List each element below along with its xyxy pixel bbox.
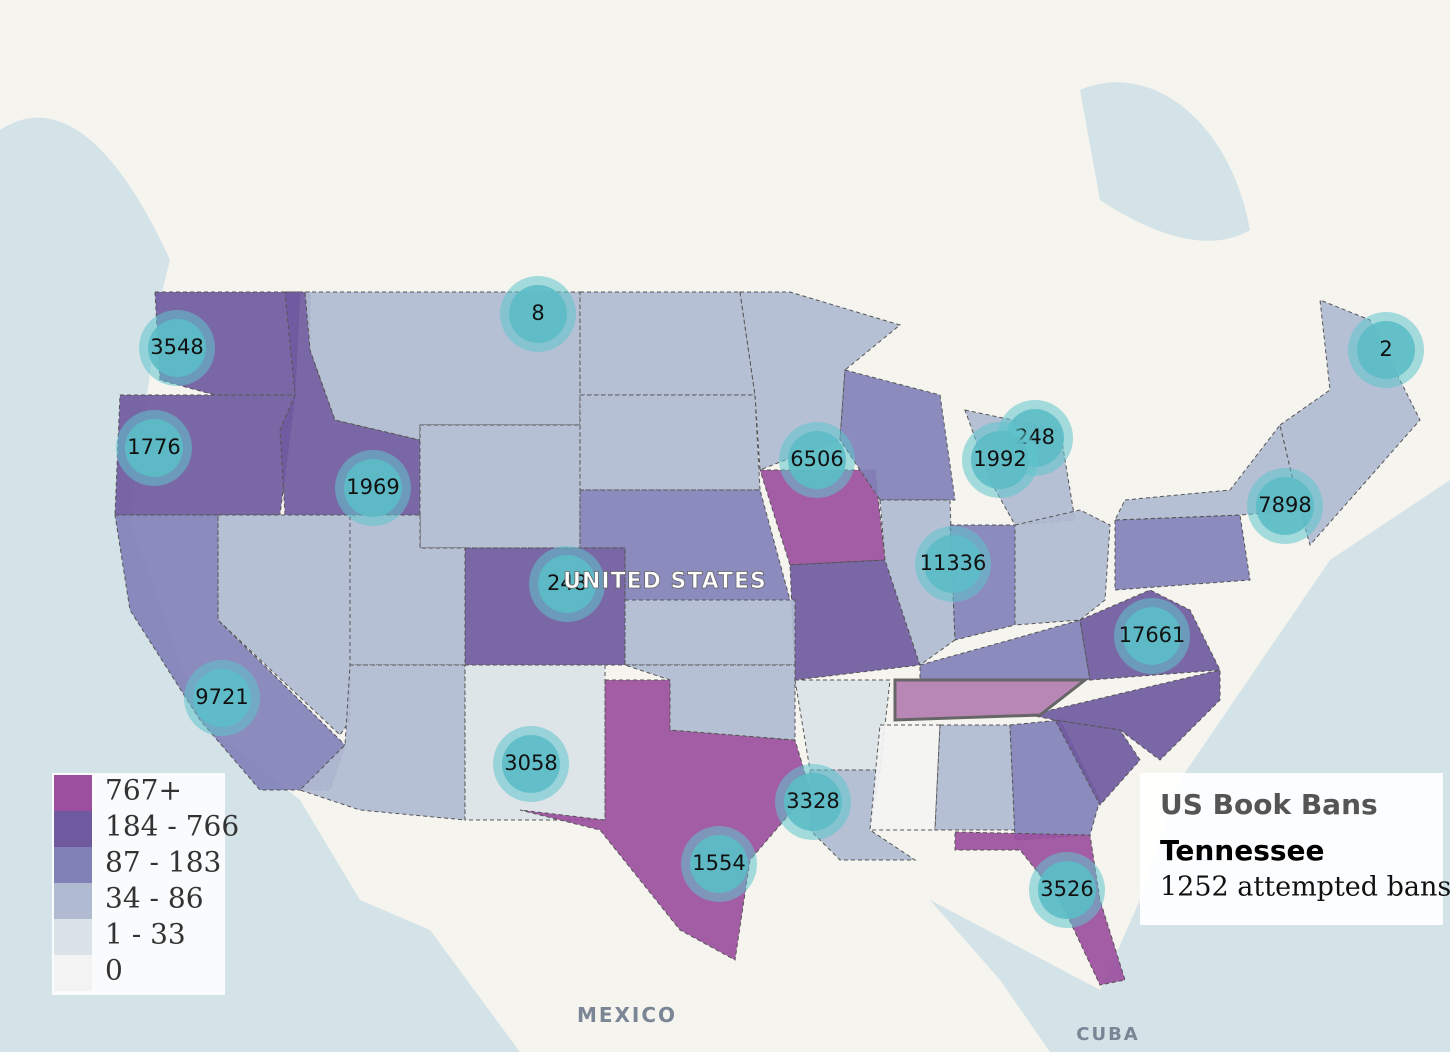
legend-swatch (54, 775, 92, 811)
cluster-core (788, 431, 846, 489)
legend-label: 767+ (105, 774, 182, 807)
cluster: 17661 (1114, 598, 1190, 674)
cluster-label: 1776 (127, 435, 180, 459)
state-selected (893, 678, 1090, 722)
cluster: 3526 (1029, 852, 1105, 928)
country-label: UNITED STATES (563, 569, 767, 594)
cluster-label: 17661 (1119, 623, 1186, 647)
bay (1080, 82, 1250, 241)
cluster-core (344, 459, 402, 517)
cluster: 3328 (775, 764, 851, 840)
cluster: 2 (1348, 312, 1424, 388)
state (1029, 669, 1221, 761)
state (624, 599, 796, 666)
cluster-label: 3526 (1040, 877, 1093, 901)
state (934, 724, 1016, 831)
cluster: 7898 (1247, 468, 1323, 544)
cluster-core (125, 419, 183, 477)
state (1009, 719, 1101, 841)
state (1054, 719, 1141, 806)
info-title: US Book Bans (1160, 788, 1378, 821)
cluster: 3058 (493, 726, 569, 802)
state (624, 664, 796, 741)
state (1114, 514, 1251, 591)
legend-label: 34 - 86 (105, 882, 204, 915)
legend-label: 87 - 183 (105, 846, 221, 879)
cluster: 1554 (681, 826, 757, 902)
cluster-core (538, 555, 596, 613)
legend-label: 184 - 766 (105, 810, 239, 843)
country-label: CUBA (1076, 1024, 1139, 1045)
cluster-label: 9721 (195, 685, 248, 709)
cluster: 1969 (335, 450, 411, 526)
cluster: 9721 (184, 660, 260, 736)
cluster: 1776 (116, 410, 192, 486)
cluster-core (971, 431, 1029, 489)
state (739, 291, 902, 471)
country-label: MEXICO (577, 1003, 677, 1027)
state (869, 724, 941, 831)
info-detail: 1252 attempted bans (1160, 872, 1450, 903)
cluster: 6506 (779, 422, 855, 498)
state (1014, 509, 1111, 626)
info-box: US Book Bans Tennessee 1252 attempted ba… (1140, 773, 1450, 925)
legend-swatch (54, 955, 92, 991)
cluster-label: 2 (1379, 337, 1392, 361)
cluster-label: 8 (531, 301, 544, 325)
cluster-label: 3548 (150, 335, 203, 359)
cluster-core (1357, 321, 1415, 379)
cluster-core (502, 735, 560, 793)
legend-swatch (54, 847, 92, 883)
legend-swatch (54, 919, 92, 955)
cluster-core (690, 835, 748, 893)
clusters: 3548821776196965062481992789824811336176… (116, 276, 1424, 928)
legend-label: 0 (105, 954, 123, 987)
state (579, 291, 756, 396)
legend-label: 1 - 33 (105, 918, 186, 951)
state (579, 394, 761, 491)
cluster-core (193, 669, 251, 727)
state (419, 424, 581, 549)
cluster: 3548 (139, 310, 215, 386)
cluster-core (784, 773, 842, 831)
cluster-label: 11336 (920, 551, 987, 575)
cluster-label: 1992 (973, 447, 1026, 471)
cluster-core (148, 319, 206, 377)
cluster-core (1038, 861, 1096, 919)
cluster-label: 3328 (786, 789, 839, 813)
cluster-core (1123, 607, 1181, 665)
state (794, 679, 891, 771)
state (114, 514, 346, 791)
cluster-core (924, 535, 982, 593)
cluster-label: 248 (547, 571, 587, 595)
legend-swatch (54, 883, 92, 919)
cluster-core (509, 285, 567, 343)
legend-swatch (54, 811, 92, 847)
cluster-label: 1969 (346, 475, 399, 499)
cluster-label: 1554 (692, 851, 745, 875)
cluster-label: 6506 (790, 447, 843, 471)
info-state: Tennessee (1160, 834, 1325, 867)
info-background (1140, 773, 1443, 925)
state (349, 514, 466, 666)
cluster: 248 (529, 546, 605, 622)
cluster-label: 3058 (504, 751, 557, 775)
cluster-core (1256, 477, 1314, 535)
cluster: 1992 (962, 422, 1038, 498)
cluster-label: 7898 (1258, 493, 1311, 517)
cluster: 11336 (915, 526, 991, 602)
cluster: 8 (500, 276, 576, 352)
